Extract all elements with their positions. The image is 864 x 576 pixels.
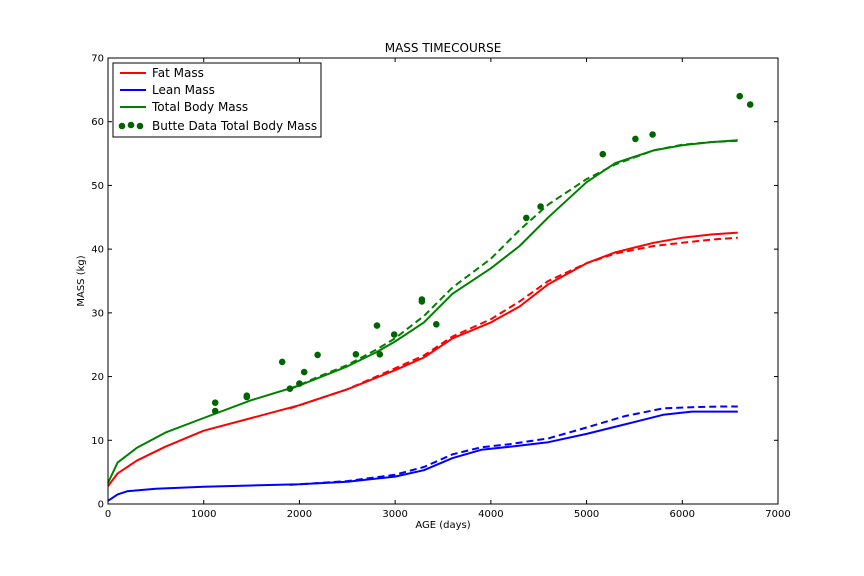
y-tick-label: 70 [91,54,104,65]
butte-data-point [278,358,286,366]
butte-data-point [243,393,251,401]
y-tick-label: 50 [91,181,104,192]
butte-data-point [433,321,440,328]
butte-data-point [537,203,544,210]
legend-swatch-butte-point-1 [118,122,126,130]
y-tick-label: 10 [91,436,104,447]
legend-swatch-butte-point-2 [127,121,135,129]
butte-data-point [211,407,219,415]
x-tick-label: 4000 [478,509,503,520]
x-tick-label: 1000 [191,509,216,520]
butte-data-point [632,135,639,143]
legend-label-fat-mass: Fat Mass [152,66,204,80]
data-points-layer [211,92,754,415]
butte-data-point [314,351,321,359]
legend: Fat Mass Lean Mass Total Body Mass Butte… [112,62,322,138]
x-tick-label: 6000 [670,509,695,520]
chart-title: MASS TIMECOURSE [385,41,502,55]
legend-label-lean-mass: Lean Mass [152,83,215,97]
x-tick-label: 3000 [382,509,407,520]
butte-data-point [211,399,219,407]
butte-data-point [523,214,530,222]
butte-data-point [373,322,381,329]
x-axis: 0 1000 2000 3000 4000 5000 6000 7000 [105,58,791,520]
y-axis-label: MASS (kg) [76,255,87,306]
butte-data-point [736,92,743,100]
butte-data-point [746,101,754,108]
y-tick-label: 20 [91,372,104,383]
plot-frame [107,57,779,505]
series-line-lean-mass [107,410,738,502]
legend-label-total-body-mass: Total Body Mass [151,100,248,114]
butte-data-point [300,368,308,376]
y-tick-label: 60 [91,117,104,128]
x-tick-label: 0 [105,509,111,520]
butte-data-point [390,331,398,338]
butte-data-point [649,131,656,138]
butte-data-point [376,351,384,358]
x-tick-label: 7000 [765,509,790,520]
x-axis-label: AGE (days) [415,520,470,531]
y-tick-label: 30 [91,308,104,319]
x-tick-label: 2000 [287,509,312,520]
butte-data-point [286,385,294,393]
series-line-fat-mass [107,231,738,487]
legend-box [112,62,322,138]
butte-data-point [352,351,360,358]
y-tick-label: 40 [91,245,104,256]
x-tick-label: 5000 [574,509,599,520]
y-tick-label: 0 [98,500,104,511]
legend-swatch-butte-point-3 [136,122,144,130]
butte-data-point [418,298,426,305]
butte-data-point [599,150,607,158]
series-line-total-body-mass [107,139,738,484]
series-line-lean-mass-dashed [289,405,738,486]
series-layer [107,139,738,502]
butte-data-point [296,380,303,387]
legend-label-butte-data: Butte Data Total Body Mass [152,119,317,133]
y-axis: 0 10 20 30 40 50 60 70 [91,54,778,511]
series-line-total-body-mass-dashed [289,139,738,391]
